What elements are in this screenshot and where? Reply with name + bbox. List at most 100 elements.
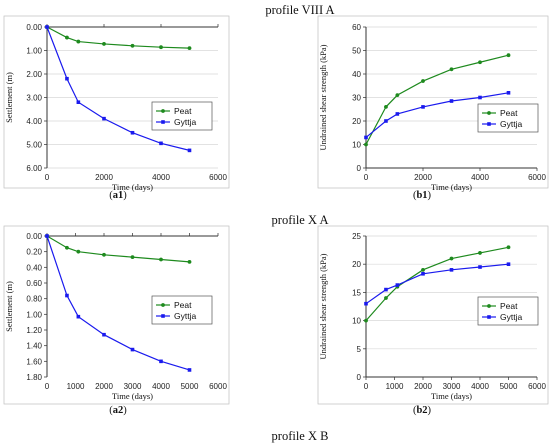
legend-label: Gyttja	[500, 119, 522, 129]
panel-b2: 0 5 10 15 20 25 0 1000 2000 3000 4000 5000 6000 Time …	[317, 225, 549, 416]
panel-label: (a1)	[109, 190, 127, 201]
x-tick-label: 4000	[471, 382, 489, 391]
data-point-gyttja	[364, 135, 368, 140]
data-point-gyttja	[478, 265, 482, 269]
x-tick-label: 0	[364, 173, 369, 182]
data-point-peat	[65, 245, 69, 250]
data-point-peat	[384, 105, 388, 109]
x-tick-label: 3000	[124, 382, 142, 391]
legend-box	[477, 103, 539, 133]
y-axis-label: Undrained shear strength (kPa)	[318, 44, 328, 150]
data-point-peat	[76, 249, 81, 254]
data-point-peat	[421, 267, 425, 272]
data-point-gyttja	[421, 271, 425, 276]
x-tick-label: 2000	[414, 382, 432, 391]
series-line-gyttja	[46, 26, 190, 151]
data-point-peat	[384, 296, 388, 300]
y-tick-label: 1.20	[26, 326, 42, 335]
y-tick-label: 0.20	[26, 248, 42, 257]
data-point-gyttja	[449, 268, 454, 272]
data-point-peat	[130, 43, 135, 48]
legend-label: Gyttja	[500, 312, 522, 322]
x-tick-label: 4000	[152, 173, 170, 182]
panel-b1: 0 10 20 30 40 50 60 0 2000 4000 6000 Time (days) Und…	[317, 15, 549, 201]
y-tick-label: 60	[352, 23, 361, 32]
y-tick-label: 15	[352, 288, 361, 297]
legend-marker	[487, 304, 491, 308]
y-tick-label: 1.00	[26, 47, 42, 56]
y-axis-label: Undrained shear strength (kPa)	[318, 253, 328, 359]
data-point-gyttja	[76, 100, 81, 104]
legend-marker	[161, 120, 165, 124]
section-title-3: profile X B	[272, 429, 329, 443]
x-tick-label: 1000	[67, 382, 85, 391]
data-point-peat	[395, 93, 400, 98]
legend-marker	[161, 303, 165, 307]
data-point-gyttja	[364, 301, 368, 306]
data-point-gyttja	[395, 112, 400, 116]
y-tick-label: 3.00	[26, 94, 42, 103]
panel-label: (a2)	[109, 405, 127, 416]
y-tick-label: 0	[357, 373, 362, 382]
legend-label: Peat	[500, 108, 518, 118]
y-axis-label: Settlement (m)	[4, 281, 14, 332]
legend-marker	[487, 111, 491, 115]
legend-box	[477, 296, 539, 326]
data-point-peat	[449, 67, 454, 72]
x-axis-label: Time (days)	[112, 391, 153, 401]
data-point-gyttja	[130, 130, 135, 135]
x-tick-label: 6000	[209, 173, 227, 182]
data-point-gyttja	[506, 262, 511, 266]
legend-label: Peat	[174, 300, 192, 310]
section-title-1: profile VIII A	[265, 3, 334, 17]
legend-box	[151, 295, 213, 325]
y-tick-label: 20	[352, 117, 361, 126]
data-point-gyttja	[76, 314, 81, 319]
data-point-peat	[449, 256, 454, 261]
data-point-peat	[102, 252, 106, 257]
y-tick-label: 0.80	[26, 295, 42, 304]
legend-label: Gyttja	[174, 311, 196, 321]
data-point-peat	[187, 259, 192, 264]
panel-label: (b1)	[413, 190, 432, 201]
x-tick-label: 5000	[500, 382, 518, 391]
data-point-gyttja	[65, 293, 69, 298]
data-point-peat	[130, 255, 135, 260]
data-point-gyttja	[421, 105, 425, 109]
x-tick-label: 6000	[528, 173, 546, 182]
y-tick-label: 1.40	[26, 342, 42, 351]
x-axis-label: Time (days)	[431, 391, 472, 401]
data-point-peat	[102, 42, 106, 46]
legend-label: Peat	[500, 301, 518, 311]
data-point-gyttja	[478, 95, 482, 100]
y-tick-label: 0	[357, 164, 362, 173]
y-tick-label: 1.60	[26, 357, 42, 366]
data-point-gyttja	[384, 119, 388, 123]
y-tick-label: 0.40	[26, 263, 42, 272]
data-point-gyttja	[159, 359, 163, 364]
legend-marker	[487, 122, 491, 126]
y-tick-label: 20	[352, 260, 361, 269]
y-tick-label: 5	[357, 345, 362, 354]
panel-a1: 0.00 1.00 2.00 3.00 4.00 5.00 6.000 2000 4000 600…	[3, 15, 230, 201]
data-point-gyttja	[187, 368, 192, 372]
data-point-gyttja	[45, 25, 49, 29]
data-point-gyttja	[384, 287, 388, 292]
panel-frame	[317, 225, 549, 405]
y-tick-label: 10	[352, 141, 361, 150]
x-tick-label: 2000	[95, 173, 113, 182]
legend-label: Gyttja	[174, 117, 196, 127]
data-point-peat	[478, 251, 482, 255]
x-axis-label: Time (days)	[112, 182, 153, 192]
y-axis-label: Settlement (m)	[4, 72, 14, 123]
x-tick-label: 1000	[386, 382, 404, 391]
section-title-2: profile X A	[272, 213, 329, 227]
x-tick-label: 6000	[209, 382, 227, 391]
data-point-peat	[364, 318, 368, 323]
data-point-gyttja	[130, 347, 135, 352]
y-tick-label: 0.60	[26, 279, 42, 288]
panel-frame	[3, 225, 230, 405]
